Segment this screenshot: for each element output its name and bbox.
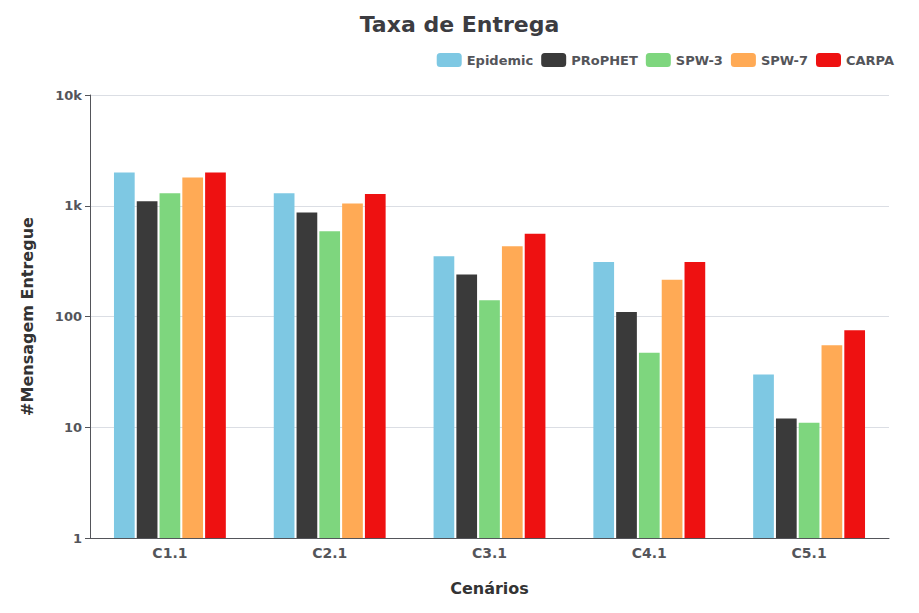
svg-text:#Mensagem Entregue: #Mensagem Entregue xyxy=(18,217,37,416)
svg-text:1k: 1k xyxy=(64,198,82,213)
svg-text:100: 100 xyxy=(55,309,82,324)
svg-text:1: 1 xyxy=(73,531,82,546)
svg-text:SPW-3: SPW-3 xyxy=(676,53,723,68)
svg-text:Cenários: Cenários xyxy=(450,579,529,598)
svg-text:Taxa de Entrega: Taxa de Entrega xyxy=(360,12,560,37)
svg-text:Epidemic: Epidemic xyxy=(467,53,533,68)
svg-text:C3.1: C3.1 xyxy=(472,545,507,561)
svg-text:C4.1: C4.1 xyxy=(632,545,667,561)
svg-text:CARPA: CARPA xyxy=(846,53,894,68)
svg-text:10: 10 xyxy=(64,420,82,435)
svg-text:C2.1: C2.1 xyxy=(312,545,347,561)
svg-text:10k: 10k xyxy=(55,88,82,103)
svg-text:PRoPHET: PRoPHET xyxy=(571,53,638,68)
svg-text:C5.1: C5.1 xyxy=(792,545,827,561)
svg-text:C1.1: C1.1 xyxy=(152,545,187,561)
svg-text:SPW-7: SPW-7 xyxy=(761,53,808,68)
